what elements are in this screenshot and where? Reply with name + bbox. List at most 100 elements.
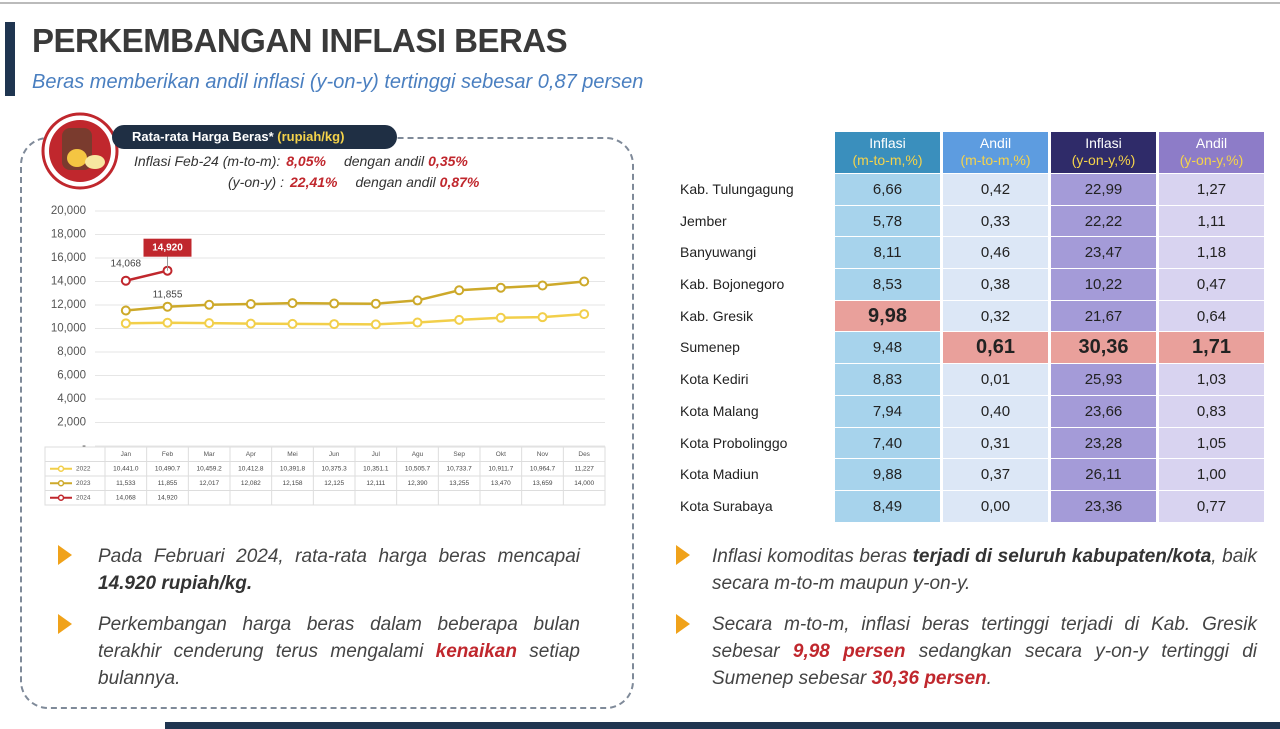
table-value: 11,855 <box>158 480 178 487</box>
x-tick-label: Feb <box>162 451 174 458</box>
table-cell: 0,33 <box>943 205 1048 238</box>
note-label: (y-on-y) : <box>228 174 284 190</box>
table-cell: 30,36 <box>1051 332 1156 365</box>
point <box>329 298 340 309</box>
point <box>454 285 465 296</box>
chart-title-pill <box>112 125 397 149</box>
table-value: 10,911.7 <box>488 465 513 472</box>
header-line2: (m-to-m,%) <box>960 152 1031 168</box>
y-tick-label: 20,000 <box>51 205 86 217</box>
row-label: Kota Malang <box>668 396 832 428</box>
table-value: 10,441.0 <box>113 465 139 472</box>
column-header: Inflasi (y-on-y,%) <box>1051 132 1156 173</box>
table-value: 10,505.7 <box>405 465 431 472</box>
table-cell: 25,93 <box>1051 364 1156 396</box>
table-value: 14,068 <box>116 494 136 501</box>
bottom-bar <box>165 722 1280 729</box>
table-cell: 0,37 <box>943 459 1048 491</box>
note-andil: 0,35% <box>428 153 468 169</box>
column-header: Andil (m-to-m,%) <box>943 132 1048 173</box>
table-cell: 1,03 <box>1159 364 1264 396</box>
point <box>454 314 465 325</box>
y-tick-label: 8,000 <box>57 346 86 358</box>
table-value: 13,255 <box>449 480 469 487</box>
y-tick-label: 12,000 <box>51 299 86 311</box>
bullet: Secara m-to-m, inflasi beras tertinggi t… <box>712 611 1257 692</box>
table-cell: 23,47 <box>1051 237 1156 270</box>
table-cell: 1,11 <box>1159 205 1264 238</box>
point <box>537 280 548 291</box>
x-tick-label: Des <box>578 451 590 458</box>
table-value: 10,391.8 <box>280 465 306 472</box>
table-cell: 0,61 <box>943 332 1048 365</box>
row-label: Kab. Tulungagung <box>668 174 832 206</box>
table-cell: 23,28 <box>1051 427 1156 460</box>
table-cell: 0,47 <box>1159 269 1264 301</box>
text: . <box>986 668 992 689</box>
text: Perkembangan harga beras dalam beberapa … <box>98 614 580 662</box>
point <box>370 298 381 309</box>
y-tick-label: 16,000 <box>51 252 86 264</box>
series-line <box>125 280 585 312</box>
chart-unit: (rupiah/kg) <box>277 129 344 144</box>
table-cell: 1,18 <box>1159 237 1264 270</box>
bullet-marker <box>676 545 690 565</box>
point <box>204 299 215 310</box>
point <box>245 318 256 329</box>
table-value: 13,470 <box>491 480 511 487</box>
header-line2: (y-on-y,%) <box>1071 152 1136 168</box>
bullet-marker <box>58 545 72 565</box>
table-cell: 23,66 <box>1051 395 1156 428</box>
y-tick-label: 4,000 <box>57 393 86 405</box>
icon-bowl <box>85 155 105 169</box>
table: Inflasi (m-to-m,%) Andil (m-to-m,%) Inflasi(… <box>668 132 1264 523</box>
table-cell: 0,40 <box>943 395 1048 428</box>
point <box>495 282 506 293</box>
y-tick-label: 6,000 <box>57 370 86 382</box>
text: setiap bulannya. <box>98 641 580 689</box>
legend-marker <box>57 465 65 472</box>
header-line2: (m-to-m,%) <box>852 152 923 168</box>
series-line <box>125 312 585 326</box>
y-tick-label: 18,000 <box>51 229 86 241</box>
y-tick-label: 10,000 <box>51 323 86 335</box>
table-cell: 9,48 <box>835 332 940 365</box>
table-value: 12,158 <box>283 480 303 487</box>
y-tick-label: 14,000 <box>51 276 86 288</box>
note-value: 8,05% <box>286 153 326 169</box>
note: Inflasi Feb-24 (m-to-m): 8,05% dengan andi… <box>134 153 468 169</box>
table-value: 10,459.2 <box>197 465 223 472</box>
row-label: Sumenep <box>668 332 832 365</box>
icon-rice <box>67 149 87 167</box>
table-cell: 0,31 <box>943 427 1048 460</box>
table-value: 13,659 <box>533 480 553 487</box>
x-tick-label: Mei <box>287 451 297 458</box>
table-cell: 0,01 <box>943 364 1048 396</box>
text: Pada Februari 2024, rata-rata harga bera… <box>98 546 580 567</box>
point <box>120 305 131 316</box>
data-label: 11,855 <box>153 289 183 300</box>
header-line1: Andil <box>1195 135 1228 151</box>
legend-marker <box>57 480 65 487</box>
row-label: Kota Madiun <box>668 459 832 491</box>
header-line2: (y-on-y,%) <box>1179 152 1244 168</box>
chart: Rata-rata Harga Beras* (rupiah/kg) Infla… <box>41 112 606 506</box>
note-value: 22,41% <box>289 174 338 190</box>
bullet-marker <box>676 614 690 634</box>
point <box>412 295 423 306</box>
table-cell: 1,27 <box>1159 174 1264 206</box>
table-cell: 0,32 <box>943 300 1048 333</box>
table-cell: 8,11 <box>835 237 940 270</box>
text-red: 9,98 persen <box>792 641 906 662</box>
subtitle: Beras memberikan andil inflasi (y-on-y) … <box>32 71 644 93</box>
row-label: Jember <box>668 206 832 238</box>
header-line1: Inflasi <box>1085 135 1122 151</box>
title-bar <box>5 22 15 96</box>
note-andil-label: dengan andil <box>355 174 436 190</box>
header-line1: Andil <box>979 135 1012 151</box>
x-tick-label: Jul <box>372 451 381 458</box>
table-value: 10,490.7 <box>155 465 181 472</box>
table-cell: 10,22 <box>1051 269 1156 301</box>
row-label: Kota Kediri <box>668 364 832 396</box>
